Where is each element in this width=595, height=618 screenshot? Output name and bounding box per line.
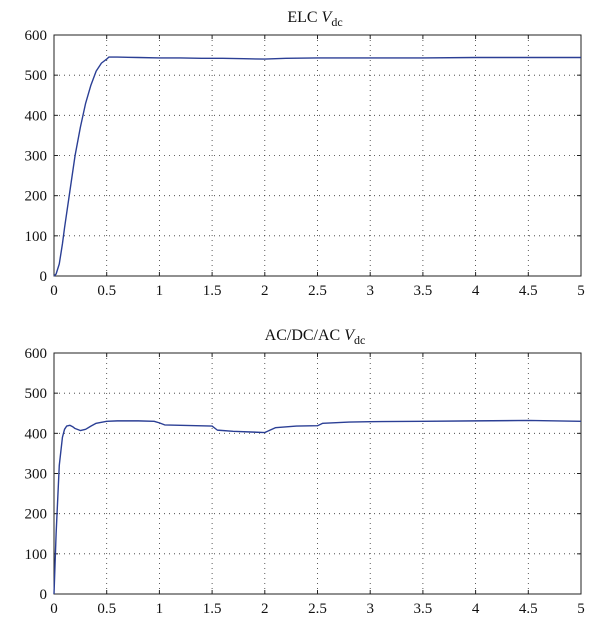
chart-title: AC/DC/AC Vdc bbox=[265, 327, 366, 347]
chart-title-main: AC/DC/AC bbox=[265, 327, 345, 344]
x-tick-label: 3.5 bbox=[414, 601, 433, 617]
y-tick-label: 300 bbox=[25, 467, 48, 483]
chart-title-var: V bbox=[344, 327, 356, 344]
x-tick-label: 1 bbox=[156, 601, 164, 617]
y-tick-label: 0 bbox=[40, 269, 48, 285]
x-tick-label: 1.5 bbox=[203, 283, 222, 299]
x-tick-label: 2 bbox=[261, 283, 269, 299]
y-tick-label: 0 bbox=[40, 587, 48, 603]
y-tick-label: 200 bbox=[25, 507, 48, 523]
chart-title: ELC Vdc bbox=[287, 9, 342, 29]
x-tick-label: 0 bbox=[50, 601, 58, 617]
y-tick-label: 300 bbox=[25, 149, 48, 165]
x-tick-label: 2 bbox=[261, 601, 269, 617]
x-tick-label: 0.5 bbox=[97, 283, 116, 299]
chart-title-main: ELC bbox=[287, 9, 321, 26]
x-tick-label: 5 bbox=[577, 601, 585, 617]
x-tick-label: 2.5 bbox=[308, 283, 327, 299]
y-tick-label: 600 bbox=[25, 28, 48, 44]
x-tick-label: 0.5 bbox=[97, 601, 116, 617]
x-tick-label: 4.5 bbox=[519, 283, 538, 299]
y-tick-label: 100 bbox=[25, 229, 48, 245]
y-tick-label: 600 bbox=[25, 346, 48, 362]
chart-title-sub: dc bbox=[354, 333, 365, 347]
x-tick-label: 4.5 bbox=[519, 601, 538, 617]
y-tick-label: 500 bbox=[25, 386, 48, 402]
x-tick-label: 3.5 bbox=[414, 283, 433, 299]
chart-panel-elc-vdc: ELC Vdc 0 0.5 1 1.5 2 2.5 3 3.5 4 4.5 5 0 100 200 300 4… bbox=[25, 9, 585, 299]
x-tick-label: 3 bbox=[366, 601, 374, 617]
x-tick-label: 0 bbox=[50, 283, 58, 299]
series-line bbox=[53, 56, 581, 277]
x-tick-label: 3 bbox=[366, 283, 374, 299]
chart-panel-acdcac-vdc: AC/DC/AC Vdc 0 0.5 1 1.5 2 2.5 3 3.5 4 4.5 5 0 100 20… bbox=[25, 327, 585, 617]
x-tick-label: 1.5 bbox=[203, 601, 222, 617]
y-tick-label: 100 bbox=[25, 547, 48, 563]
y-tick-label: 500 bbox=[25, 68, 48, 84]
x-tick-label: 5 bbox=[577, 283, 585, 299]
y-tick-label: 200 bbox=[25, 189, 48, 205]
series-line bbox=[53, 419, 582, 595]
x-tick-label: 2.5 bbox=[308, 601, 327, 617]
x-tick-label: 1 bbox=[156, 283, 164, 299]
x-tick-label: 4 bbox=[472, 283, 480, 299]
y-tick-label: 400 bbox=[25, 426, 48, 442]
x-tick-label: 4 bbox=[472, 601, 480, 617]
y-tick-label: 400 bbox=[25, 108, 48, 124]
chart-title-sub: dc bbox=[331, 15, 342, 29]
chart-title-var: V bbox=[322, 9, 334, 26]
